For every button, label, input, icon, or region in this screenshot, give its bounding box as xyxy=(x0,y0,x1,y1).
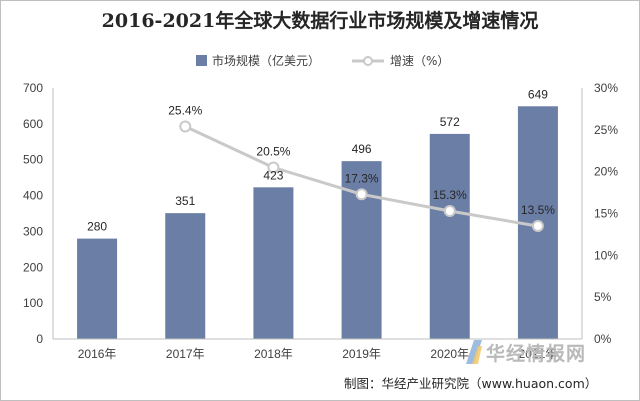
right-axis-tick-label: 20% xyxy=(594,165,618,179)
x-axis-tick-label: 2019年 xyxy=(342,347,381,361)
left-axis-tick-label: 200 xyxy=(23,260,43,274)
right-axis-tick-label: 5% xyxy=(594,290,612,304)
x-axis-ticks: 2016年 2017年 2018年 2019年 2020年 2021年 xyxy=(78,347,558,361)
growth-value-label: 25.4% xyxy=(168,103,202,117)
x-axis-tick-label: 2020年 xyxy=(430,347,469,361)
legend: 市场规模（亿美元） 增速（%） xyxy=(196,53,449,68)
right-axis-tick-label: 30% xyxy=(594,81,618,95)
axes xyxy=(52,88,583,340)
growth-point xyxy=(443,204,456,217)
right-axis-tick-label: 0% xyxy=(594,332,612,346)
legend-bar-label: 市场规模（亿美元） xyxy=(212,53,320,68)
x-axis-tick-label: 2018年 xyxy=(254,347,293,361)
right-axis-tick-label: 15% xyxy=(594,207,618,221)
bar-value-label: 496 xyxy=(352,142,372,156)
bar-value-label: 351 xyxy=(175,194,195,208)
left-axis-tick-label: 400 xyxy=(23,189,43,203)
bar-value-label: 280 xyxy=(87,220,107,234)
left-axis-tick-label: 600 xyxy=(23,117,43,131)
growth-point xyxy=(179,120,192,133)
left-axis-tick-label: 500 xyxy=(23,153,43,167)
left-axis-tick-label: 100 xyxy=(23,296,43,310)
growth-value-label: 17.3% xyxy=(345,171,379,185)
growth-value-label: 15.3% xyxy=(433,188,467,202)
x-axis-tick-label: 2017年 xyxy=(166,347,205,361)
line-series xyxy=(179,120,544,233)
growth-value-label: 13.5% xyxy=(521,203,555,217)
line-data-labels: 25.4% 20.5% 17.3% 15.3% 13.5% xyxy=(168,103,555,217)
watermark-logo-icon xyxy=(466,340,482,364)
legend-line-label: 增速（%） xyxy=(390,54,449,68)
source-note: 制图：华经产业研究院（www.huaon.com） xyxy=(344,376,598,391)
right-axis-tick-label: 10% xyxy=(594,248,618,262)
bar xyxy=(429,133,470,339)
bar-data-labels: 280 351 423 496 572 649 xyxy=(87,87,548,233)
left-axis-tick-label: 0 xyxy=(36,332,43,346)
x-axis-tick-label: 2021年 xyxy=(519,347,558,361)
bar-series xyxy=(77,106,558,339)
left-axis-tick-label: 700 xyxy=(23,81,43,95)
chart-title: 2016-2021年全球大数据行业市场规模及增速情况 xyxy=(101,10,539,32)
bar xyxy=(165,213,206,339)
legend-line-marker xyxy=(363,56,373,66)
growth-value-label: 20.5% xyxy=(256,144,290,158)
legend-bar-swatch xyxy=(196,55,207,66)
bar xyxy=(341,161,382,339)
growth-point xyxy=(531,220,544,233)
x-axis-tick-label: 2016年 xyxy=(78,347,117,361)
growth-point xyxy=(267,161,280,174)
bar-value-label: 649 xyxy=(528,87,548,101)
bar xyxy=(77,238,118,339)
bar xyxy=(253,187,294,339)
left-axis-ticks: 0 100 200 300 400 500 600 700 xyxy=(23,81,43,346)
left-axis-tick-label: 300 xyxy=(23,224,43,238)
right-axis-tick-label: 25% xyxy=(594,123,618,137)
right-axis-ticks: 0% 5% 10% 15% 20% 25% 30% xyxy=(594,81,618,346)
bar-value-label: 423 xyxy=(263,168,283,182)
watermark: 华经情报网 xyxy=(486,343,587,365)
growth-point xyxy=(355,188,368,201)
bar-value-label: 572 xyxy=(440,115,460,129)
